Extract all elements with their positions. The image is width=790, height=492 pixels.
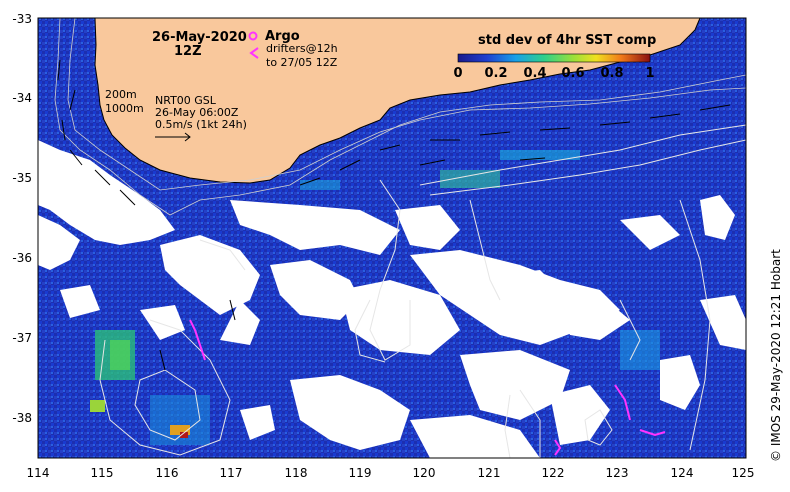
colorbar-title: std dev of 4hr SST comp [478,33,656,48]
colorbar-tick: 0 [453,66,462,81]
drifter-tracks [189,319,666,456]
lat-tick: -34 [12,91,32,105]
map-time: 12Z [174,44,202,59]
colorbar-tick: 0.8 [600,66,623,81]
lon-tick: 120 [413,466,436,480]
plot-frame [37,17,747,459]
variability-patches [90,150,660,445]
plot-area [38,18,746,458]
credit-text: © IMOS 29-May-2020 12:21 Hobart [769,249,783,462]
altimetry-time: 26-May 06:00Z [155,106,239,119]
argo-marker-icon [248,31,258,41]
bathy-200m: 200m [105,88,137,101]
drifters-label-2: to 27/05 12Z [266,56,338,69]
colorbar-tick: 1 [645,66,654,81]
colorbar-tick: 0.2 [484,66,507,81]
lon-tick: 114 [27,466,50,480]
argo-label: Argo [265,29,300,44]
lon-tick: 119 [349,466,372,480]
lon-tick: 116 [156,466,179,480]
drifters-label-1: drifters@12h [266,42,338,55]
altimetry-scale: 0.5m/s (1kt 24h) [155,118,247,131]
lon-tick: 122 [542,466,565,480]
lon-tick: 124 [671,466,694,480]
colorbar-tick: 0.6 [561,66,584,81]
bathymetry-contours [54,18,746,216]
lon-tick: 115 [91,466,114,480]
lat-tick: -35 [12,171,32,185]
lat-axis: -33 -34 -35 -36 -37 -38 [12,12,32,425]
colorbar-tick: 0.4 [523,66,546,81]
altimetry-source: NRT00 GSL [155,94,217,107]
drifter-marker-icon [249,47,259,59]
colorbar-ticks: 0 0.2 0.4 0.6 0.8 1 [453,66,654,81]
colorbar [457,53,651,63]
altimetry-contours [99,124,746,458]
current-vectors [57,59,731,371]
lat-tick: -36 [12,251,32,265]
lat-tick: -33 [12,12,32,26]
lon-tick: 123 [606,466,629,480]
lon-tick: 118 [285,466,308,480]
lat-tick: -38 [12,411,32,425]
lon-tick: 121 [478,466,501,480]
bathy-1000m: 1000m [105,102,144,115]
lon-tick: 125 [732,466,755,480]
scale-arrow-icon [155,132,191,142]
lon-axis: 114 115 116 117 118 119 120 121 122 123 … [27,466,755,480]
lon-tick: 117 [220,466,243,480]
map-date: 26-May-2020 [152,30,247,45]
cloud-mask [38,140,746,458]
lat-tick: -37 [12,331,32,345]
